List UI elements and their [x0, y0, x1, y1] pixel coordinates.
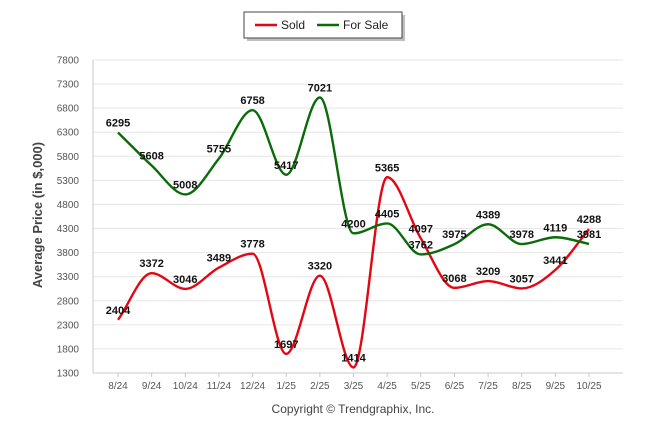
data-label-sold: 1697 [274, 339, 298, 351]
data-label-for-sale: 5755 [207, 143, 231, 155]
y-tick-label: 1300 [57, 369, 80, 380]
data-label-for-sale: 4119 [543, 222, 567, 234]
x-tick-label: 10/25 [576, 381, 601, 392]
x-tick-label: 1/25 [276, 381, 296, 392]
data-label-for-sale: 6295 [106, 117, 130, 129]
data-label-for-sale: 5008 [173, 179, 197, 191]
y-tick-label: 4300 [57, 224, 80, 235]
y-tick-label: 4800 [57, 200, 80, 211]
data-label-sold: 3046 [173, 274, 197, 286]
x-tick-label: 6/25 [445, 381, 465, 392]
data-label-for-sale: 3762 [409, 239, 433, 251]
data-label-sold: 2404 [106, 305, 131, 317]
series-lines [117, 96, 590, 369]
y-tick-label: 7800 [57, 56, 80, 67]
x-tick-label: 5/25 [411, 381, 431, 392]
legend-label-for-sale: For Sale [343, 18, 389, 32]
data-label-sold: 4288 [577, 214, 601, 226]
series-line-for-sale [117, 96, 590, 256]
x-tick-label: 2/25 [310, 381, 330, 392]
x-tick-label: 7/25 [478, 381, 498, 392]
data-label-for-sale: 3981 [577, 229, 601, 241]
y-tick-label: 3300 [57, 272, 80, 283]
data-label-sold: 3057 [509, 273, 533, 285]
y-tick-label: 7300 [57, 80, 80, 91]
data-label-for-sale: 7021 [308, 83, 332, 95]
data-label-sold: 3489 [207, 253, 231, 265]
data-label-for-sale: 6758 [240, 95, 264, 107]
x-tick-label: 9/24 [142, 381, 162, 392]
data-label-sold: 3209 [476, 266, 500, 278]
data-label-sold: 3372 [139, 258, 163, 270]
data-label-for-sale: 4389 [476, 209, 500, 221]
y-tick-label: 6800 [57, 104, 80, 115]
series-line-sold [117, 176, 590, 369]
gridlines [92, 59, 623, 374]
y-tick-label: 5300 [57, 176, 80, 187]
data-label-sold: 3320 [308, 261, 332, 273]
x-tick-label: 10/24 [173, 381, 198, 392]
x-tick-label: 3/25 [344, 381, 364, 392]
data-label-sold: 1414 [341, 353, 366, 365]
data-labels: 2404 3372 3046 3489 3778 1697 3320 1414 5365 4097… [106, 83, 601, 365]
y-axis-ticks: 1300 1800 2300 2800 3300 3800 4300 4800 5300 5800… [57, 56, 80, 380]
y-tick-label: 2300 [57, 320, 80, 331]
y-tick-label: 6300 [57, 128, 80, 139]
y-tick-label: 1800 [57, 344, 80, 355]
data-label-sold: 4097 [409, 223, 433, 235]
y-tick-label: 3800 [57, 248, 80, 259]
y-tick-label: 2800 [57, 296, 80, 307]
data-label-sold: 3441 [543, 255, 567, 267]
x-tick-label: 11/24 [207, 381, 232, 392]
data-label-for-sale: 4405 [375, 208, 399, 220]
legend: Sold For Sale [243, 11, 405, 41]
x-tick-label: 12/24 [240, 381, 265, 392]
x-axis-ticks: 8/24 9/24 10/24 11/24 12/24 1/25 2/25 3/25 4/25 5… [108, 373, 602, 392]
y-tick-label: 5800 [57, 152, 80, 163]
y-axis-label: Average Price (in $,000) [30, 142, 45, 288]
copyright-text: Copyright © Trendgraphix, Inc. [272, 402, 435, 416]
data-label-for-sale: 3975 [442, 229, 466, 241]
x-tick-label: 8/24 [108, 381, 128, 392]
data-label-for-sale: 5608 [139, 151, 163, 163]
data-label-for-sale: 5417 [274, 160, 298, 172]
data-label-for-sale: 3978 [509, 229, 533, 241]
x-tick-label: 4/25 [377, 381, 397, 392]
x-tick-label: 9/25 [546, 381, 566, 392]
data-label-sold: 3068 [442, 273, 466, 285]
data-label-for-sale: 4200 [341, 218, 365, 230]
data-label-sold: 5365 [375, 162, 399, 174]
x-tick-label: 8/25 [512, 381, 532, 392]
data-label-sold: 3778 [240, 239, 264, 251]
legend-label-sold: Sold [281, 18, 305, 32]
